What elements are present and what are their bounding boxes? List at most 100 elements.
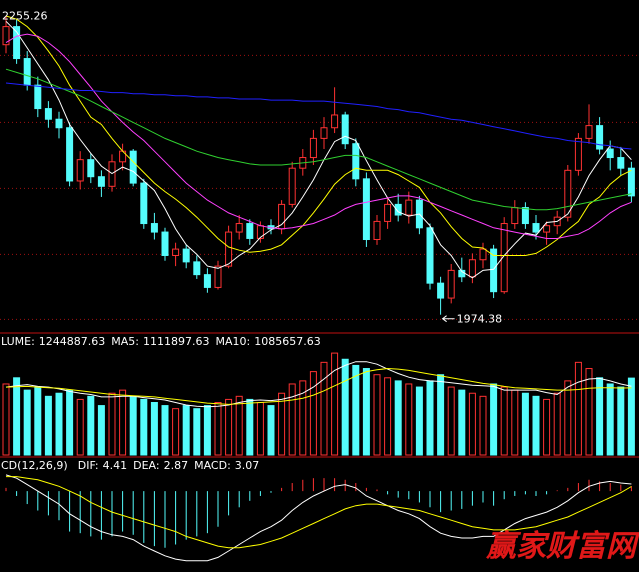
volume-bar [76,398,84,456]
volume-bar [331,352,339,456]
candle-body [203,274,211,288]
candle-body [617,157,625,169]
volume-bar [87,395,95,456]
volume-bar [447,386,455,456]
low-arrow [441,315,455,323]
high-label: 2255.26 [2,10,48,23]
candle-body [447,269,455,299]
candle-body [426,227,434,284]
volume-bar [352,364,360,456]
ma-line [5,361,632,408]
volume-bar [458,389,466,456]
volume-bar [415,386,423,456]
header-text: 1244887.63 [39,335,105,348]
candle-body [235,223,243,233]
low-label: 1974.38 [457,313,503,326]
candle-body [2,26,10,46]
candle-body [256,225,264,239]
volume-bar [606,383,614,456]
candle-body [161,231,169,256]
candle-body [352,143,360,180]
candle-body [182,248,190,263]
header-text: DIF: [78,459,99,472]
candle-body [479,248,487,261]
candle-body [500,223,508,293]
volume-bar [320,361,328,456]
volume-bar [119,389,127,456]
candle-body [13,26,21,60]
volume-bar [13,377,21,456]
volume-bar [468,392,476,456]
volume-bar [384,377,392,456]
ma-line [5,15,632,256]
volume-bar [490,383,498,456]
volume-bar [553,392,561,456]
volume-bar [129,395,137,456]
header-text: CD(12,26,9) [1,459,68,472]
candle-body [97,176,105,187]
panel-header: MA5: 1111897.63 [111,335,209,348]
volume-bar [405,383,413,456]
header-text: MACD: [194,459,231,472]
candle-body [34,84,42,110]
volume-bar [426,380,434,456]
volume-bar [235,395,243,456]
volume-bar [108,392,116,456]
volume-bar [543,398,551,456]
volume-bar [373,374,381,456]
panel-header: MACD: 3.07 [194,459,259,472]
volume-bar [66,389,74,456]
volume-bar [511,389,519,456]
volume-bar [225,398,233,456]
candle-body [532,223,540,233]
candle-body [627,167,635,197]
volume-bar [437,374,445,456]
candle-body [320,127,328,139]
candle-body [585,125,593,139]
candle-body [225,231,233,267]
volume-bar [564,380,572,456]
candle-body [214,265,222,288]
header-text: MA10: [215,335,250,348]
ma-line [5,367,632,405]
candle-body [394,203,402,216]
volume-bar [246,398,254,456]
watermark: 赢家财富网 [485,529,639,564]
candle-body [384,203,392,222]
candle-body [23,58,31,86]
candle-body [511,207,519,225]
candle-body [44,108,52,120]
volume-bar [55,392,63,456]
volume-bar [23,389,31,456]
candle-body [521,207,529,225]
candle-body [309,137,317,159]
volume-bar [479,395,487,456]
panel-header: CD(12,26,9) [1,459,68,472]
volume-bar [288,383,296,456]
volume-bar [500,386,508,456]
candle-body [193,261,201,276]
volume-bar [34,386,42,456]
header-text: 1085657.63 [254,335,320,348]
volume-bar [585,368,593,456]
candle-body [564,169,572,218]
candle-body [246,223,254,239]
candle-body [437,282,445,299]
volume-bar [182,405,190,456]
candle-body [373,220,381,241]
plot-layer: 2255.26 1974.38 LUME: 1244887.63 MA5: 1111897… [0,10,639,562]
volume-bar [627,377,635,456]
volume-bar [150,402,158,456]
volume-bar [140,398,148,456]
panel-header: LUME: 1244887.63 [1,335,105,348]
volume-bar [172,408,180,456]
candle-body [172,248,180,256]
volume-bar [309,371,317,456]
volume-bar [532,395,540,456]
candle-body [87,159,95,178]
ma-line [5,20,632,279]
ma-line [5,82,632,150]
candle-body [55,118,63,129]
